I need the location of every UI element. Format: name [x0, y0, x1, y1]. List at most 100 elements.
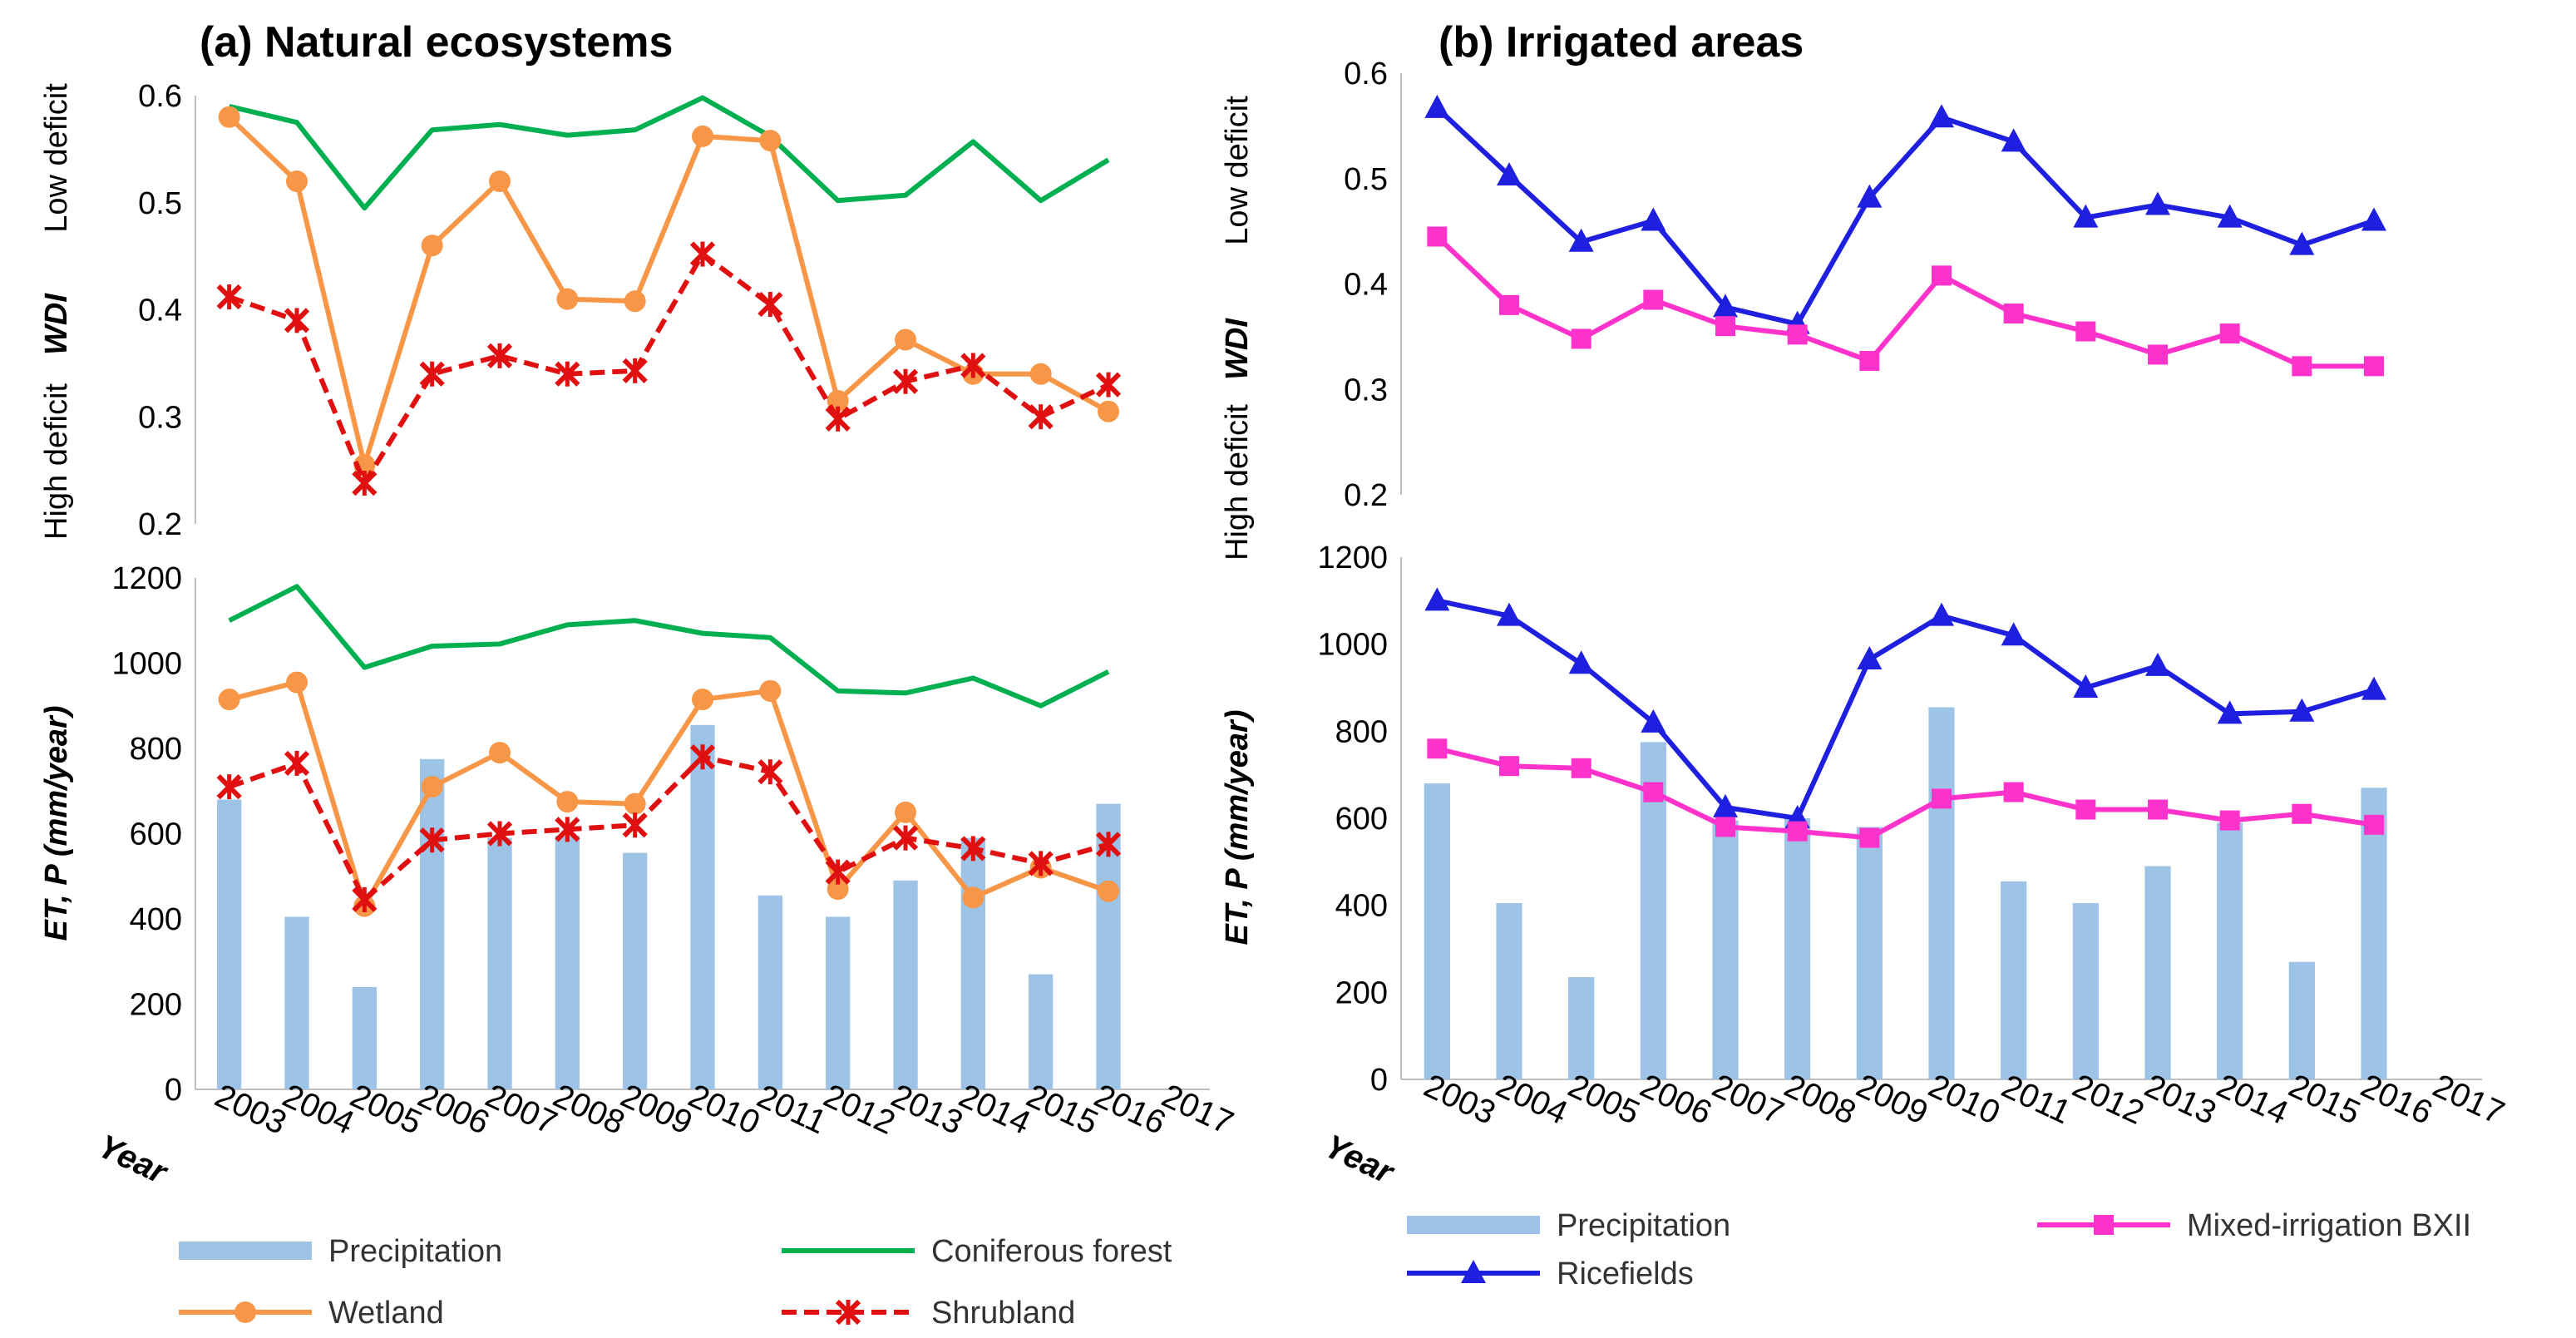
x-tick-label: 2009 — [1851, 1067, 1933, 1131]
y-tick-label: 0 — [165, 1073, 182, 1108]
point-wetland-2011 — [759, 679, 782, 702]
bar-precipitation-2005 — [352, 987, 377, 1089]
ylabel-et-p-a: ET, P (mm/year) — [39, 706, 74, 941]
point-ricefields-2011 — [2001, 128, 2026, 152]
point-ricefields-2014 — [2217, 204, 2243, 228]
legend-label-coniferous-forest: Coniferous forest — [931, 1234, 1172, 1269]
point-ricefields-2013 — [2145, 191, 2170, 215]
bar-precipitation-2013 — [2144, 866, 2171, 1079]
point-ricefields-2014 — [2217, 700, 2243, 724]
point-ricefields-2003 — [1424, 94, 1450, 118]
bar-precipitation-2011 — [2001, 881, 2027, 1079]
point-ricefields-2004 — [1497, 161, 1522, 185]
bar-precipitation-2016 — [2361, 787, 2387, 1079]
point-shrubland-2016 — [1095, 372, 1122, 397]
y-tick-label: 1200 — [1317, 541, 1388, 575]
point-wetland-2004 — [286, 671, 308, 694]
point-shrubland-2016 — [1095, 832, 1122, 857]
point-mixed-irrigation-bxii-2009 — [1859, 827, 1880, 848]
bar-precipitation-2014 — [960, 837, 985, 1089]
legend-label-precipitation-a: Precipitation — [328, 1234, 502, 1269]
series-line-coniferous-forest — [228, 584, 1110, 708]
bar-precipitation-2004 — [1496, 903, 1522, 1079]
point-wetland-2012 — [827, 878, 849, 901]
point-shrubland-2003 — [216, 774, 242, 800]
point-ricefields-2006 — [1641, 708, 1666, 733]
point-shrubland-2004 — [284, 308, 310, 333]
point-shrubland-2006 — [419, 361, 445, 387]
y-tick-label: 0.2 — [138, 507, 182, 542]
x-tick-label: 2010 — [1923, 1067, 2006, 1131]
point-ricefields-2007 — [1713, 294, 1738, 318]
legend-label-wetland: Wetland — [328, 1296, 444, 1331]
point-shrubland-2009 — [622, 358, 648, 384]
series-line-wetland — [228, 679, 1109, 909]
legend-item-precipitation-b: Precipitation — [1407, 1208, 1730, 1243]
point-wetland-2007 — [489, 742, 511, 764]
bar-precipitation-2013 — [893, 880, 918, 1089]
ylabel-high-deficit-a: High deficit — [39, 383, 74, 540]
point-wetland-2003 — [218, 106, 240, 128]
point-shrubland-2003 — [216, 284, 242, 310]
point-mixed-irrigation-bxii-2012 — [2075, 799, 2096, 820]
point-shrubland-2006 — [419, 827, 445, 853]
y-tick-label: 1000 — [1317, 628, 1388, 663]
y-tick-label: 200 — [1335, 975, 1388, 1010]
point-wetland-2011 — [759, 130, 782, 152]
x-tick-label: 2015 — [2283, 1067, 2366, 1131]
x-tick-label: 2004 — [1491, 1067, 1573, 1131]
point-mixed-irrigation-bxii-2008 — [1787, 324, 1808, 345]
bar-precipitation-2010 — [1928, 707, 1955, 1079]
y-tick-label: 800 — [130, 732, 182, 767]
bar-precipitation-2009 — [1856, 827, 1883, 1079]
point-shrubland-2005 — [352, 470, 378, 496]
point-shrubland-2013 — [892, 368, 919, 394]
ylabel-high-deficit-b: High deficit — [1220, 404, 1255, 560]
point-wetland-2013 — [895, 328, 916, 351]
x-tick-label: 2008 — [1779, 1067, 1861, 1131]
series-line-mixed-irrigation-bxii — [1436, 746, 2375, 841]
ylabel-et-p-b: ET, P (mm/year) — [1220, 710, 1255, 945]
point-ricefields-2012 — [2073, 674, 2099, 698]
y-tick-label: 0.3 — [138, 400, 182, 435]
bar-precipitation-2010 — [690, 724, 715, 1089]
point-mixed-irrigation-bxii-2011 — [2003, 782, 2024, 802]
point-shrubland-2009 — [622, 812, 648, 838]
point-wetland-2013 — [895, 801, 916, 823]
point-mixed-irrigation-bxii-2011 — [2003, 303, 2024, 323]
ylabel-wdi-b: WDI — [1220, 318, 1255, 380]
y-tick-label: 0.4 — [1344, 268, 1388, 303]
point-shrubland-2005 — [352, 886, 378, 913]
point-mixed-irrigation-bxii-2015 — [2292, 356, 2312, 377]
x-tick-label: 2007 — [1707, 1067, 1789, 1131]
y-tick-label: 0.6 — [138, 79, 182, 114]
bar-precipitation-2008 — [1784, 818, 1811, 1079]
point-wetland-2003 — [218, 689, 240, 711]
point-shrubland-2014 — [960, 353, 986, 378]
x-tick-label: 2016 — [2356, 1067, 2438, 1131]
point-wetland-2008 — [556, 791, 579, 813]
y-tick-label: 1200 — [111, 561, 182, 596]
bar-precipitation-2008 — [555, 836, 580, 1089]
y-tick-label: 400 — [130, 902, 182, 937]
point-mixed-irrigation-bxii-2005 — [1571, 328, 1591, 349]
point-ricefields-2010 — [1929, 104, 1954, 128]
point-wetland-2007 — [489, 170, 511, 192]
legend-item-ricefields: Ricefields — [1407, 1257, 1694, 1291]
y-tick-label: 0.4 — [138, 294, 182, 328]
point-shrubland-2013 — [892, 825, 919, 851]
point-mixed-irrigation-bxii-2012 — [2075, 321, 2096, 342]
point-ricefields-2006 — [1641, 207, 1666, 231]
point-mixed-irrigation-bxii-2016 — [2364, 814, 2384, 835]
legend-item-wetland: Wetland — [179, 1296, 444, 1331]
point-wetland-2006 — [421, 235, 443, 257]
point-wetland-2004 — [286, 170, 308, 192]
point-mixed-irrigation-bxii-2004 — [1499, 294, 1519, 315]
point-ricefields-2009 — [1857, 184, 1883, 208]
point-ricefields-2015 — [2289, 231, 2315, 255]
bar-precipitation-2006 — [420, 758, 445, 1089]
y-tick-label: 0.6 — [1344, 57, 1388, 91]
y-tick-label: 0.3 — [1344, 373, 1388, 407]
point-mixed-irrigation-bxii-2009 — [1859, 351, 1880, 372]
